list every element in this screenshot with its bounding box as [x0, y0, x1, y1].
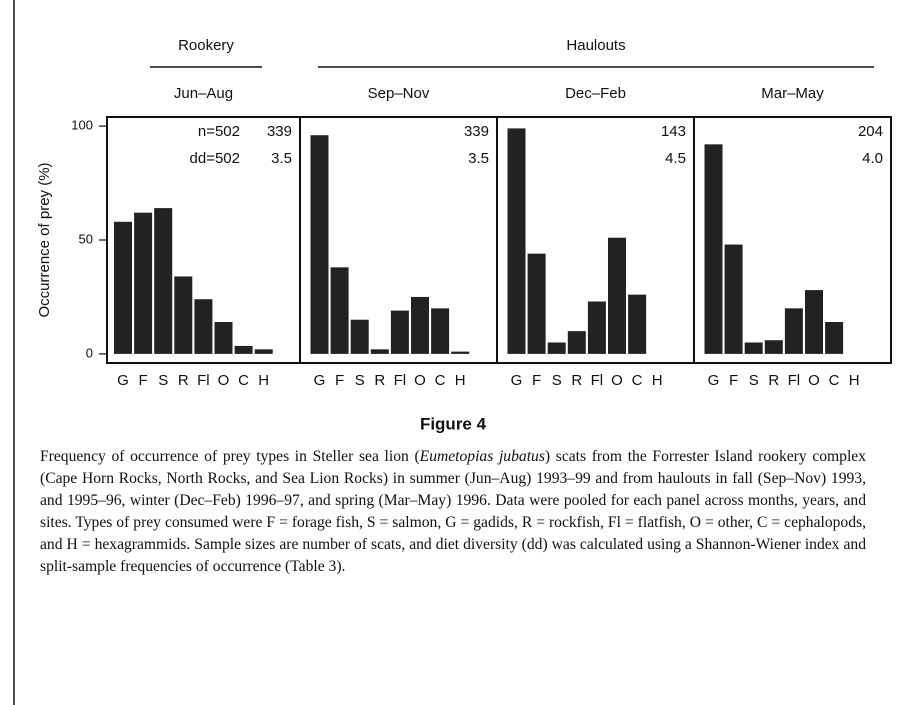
x-tick-label: S [552, 372, 562, 389]
y-tick-label: 0 [86, 345, 93, 360]
x-tick-label: S [749, 372, 759, 389]
caption-text: Frequency of occurrence of prey types in… [40, 448, 420, 465]
bar [608, 237, 626, 354]
annotation: 339 [267, 123, 292, 140]
bar [764, 340, 783, 354]
bar [174, 276, 193, 354]
annotation: 4.5 [665, 150, 686, 167]
x-tick-label: C [632, 372, 643, 389]
x-tick-label: O [414, 372, 426, 389]
x-tick-label: R [571, 372, 582, 389]
annotation: n=502 [198, 123, 240, 140]
x-tick-label: G [708, 372, 720, 389]
x-tick-label: Fl [591, 372, 604, 389]
bar [805, 290, 823, 354]
x-tick-label: R [374, 372, 385, 389]
bar [784, 308, 803, 354]
bar [234, 345, 253, 354]
annotation: 4.0 [862, 150, 883, 167]
x-tick-label: O [808, 372, 820, 389]
group-label: Haulouts [566, 37, 625, 54]
x-tick-label: C [829, 372, 840, 389]
panel-title: Sep–Nov [368, 85, 430, 102]
bar [704, 144, 723, 354]
bar [451, 351, 470, 354]
annotation: 3.5 [468, 150, 489, 167]
bar [350, 319, 369, 354]
x-tick-label: Fl [197, 372, 210, 389]
panel-title: Dec–Feb [565, 85, 626, 102]
x-tick-label: O [611, 372, 623, 389]
x-tick-label: Fl [394, 372, 407, 389]
bar [587, 301, 606, 354]
annotation: dd=502 [190, 150, 240, 167]
bar [114, 221, 132, 354]
bar [370, 349, 389, 354]
x-tick-label: F [729, 372, 738, 389]
annotation: 143 [661, 123, 686, 140]
caption-text: ) scats from the Forrester Island rooker… [40, 448, 867, 575]
annotation: 204 [858, 123, 883, 140]
x-tick-label: S [158, 372, 168, 389]
x-tick-label: S [355, 372, 365, 389]
x-tick-label: G [314, 372, 326, 389]
x-tick-label: F [335, 372, 344, 389]
x-tick-label: H [652, 372, 663, 389]
x-tick-label: F [532, 372, 541, 389]
bar [390, 310, 409, 354]
x-tick-label: O [218, 372, 230, 389]
bar [411, 296, 429, 354]
bar [134, 212, 153, 354]
figure-label: Figure 4 [420, 414, 487, 433]
bar [628, 294, 647, 354]
x-tick-label: G [511, 372, 523, 389]
y-tick-label: 100 [71, 118, 93, 133]
x-tick-label: H [455, 372, 466, 389]
bar [507, 128, 526, 354]
bar [214, 322, 233, 354]
x-tick-label: H [258, 372, 269, 389]
annotation: 339 [464, 123, 489, 140]
x-tick-label: R [768, 372, 779, 389]
x-tick-label: H [849, 372, 860, 389]
x-tick-label: C [435, 372, 446, 389]
caption: Frequency of occurrence of prey types in… [40, 446, 866, 578]
y-axis-label: Occurrence of prey (%) [36, 162, 53, 317]
panel-frame [693, 116, 892, 364]
bar [744, 342, 763, 354]
bar [547, 342, 566, 354]
bar [154, 208, 173, 354]
bar [527, 253, 546, 354]
bar [194, 299, 213, 354]
x-tick-label: F [139, 372, 148, 389]
bar [254, 349, 273, 354]
bar [567, 331, 586, 354]
bar [825, 322, 844, 354]
x-tick-label: R [178, 372, 189, 389]
caption-text: Eumetopias jubatus [419, 448, 545, 465]
bar [330, 267, 349, 354]
bar [431, 308, 450, 354]
x-tick-label: G [117, 372, 129, 389]
group-label: Rookery [178, 37, 234, 54]
x-tick-label: C [238, 372, 249, 389]
y-tick-label: 50 [79, 231, 93, 246]
annotation: 3.5 [271, 150, 292, 167]
x-tick-label: Fl [788, 372, 801, 389]
bar [310, 135, 329, 354]
panel-title: Mar–May [761, 85, 824, 102]
panel-title: Jun–Aug [174, 85, 233, 102]
bar [724, 244, 743, 354]
